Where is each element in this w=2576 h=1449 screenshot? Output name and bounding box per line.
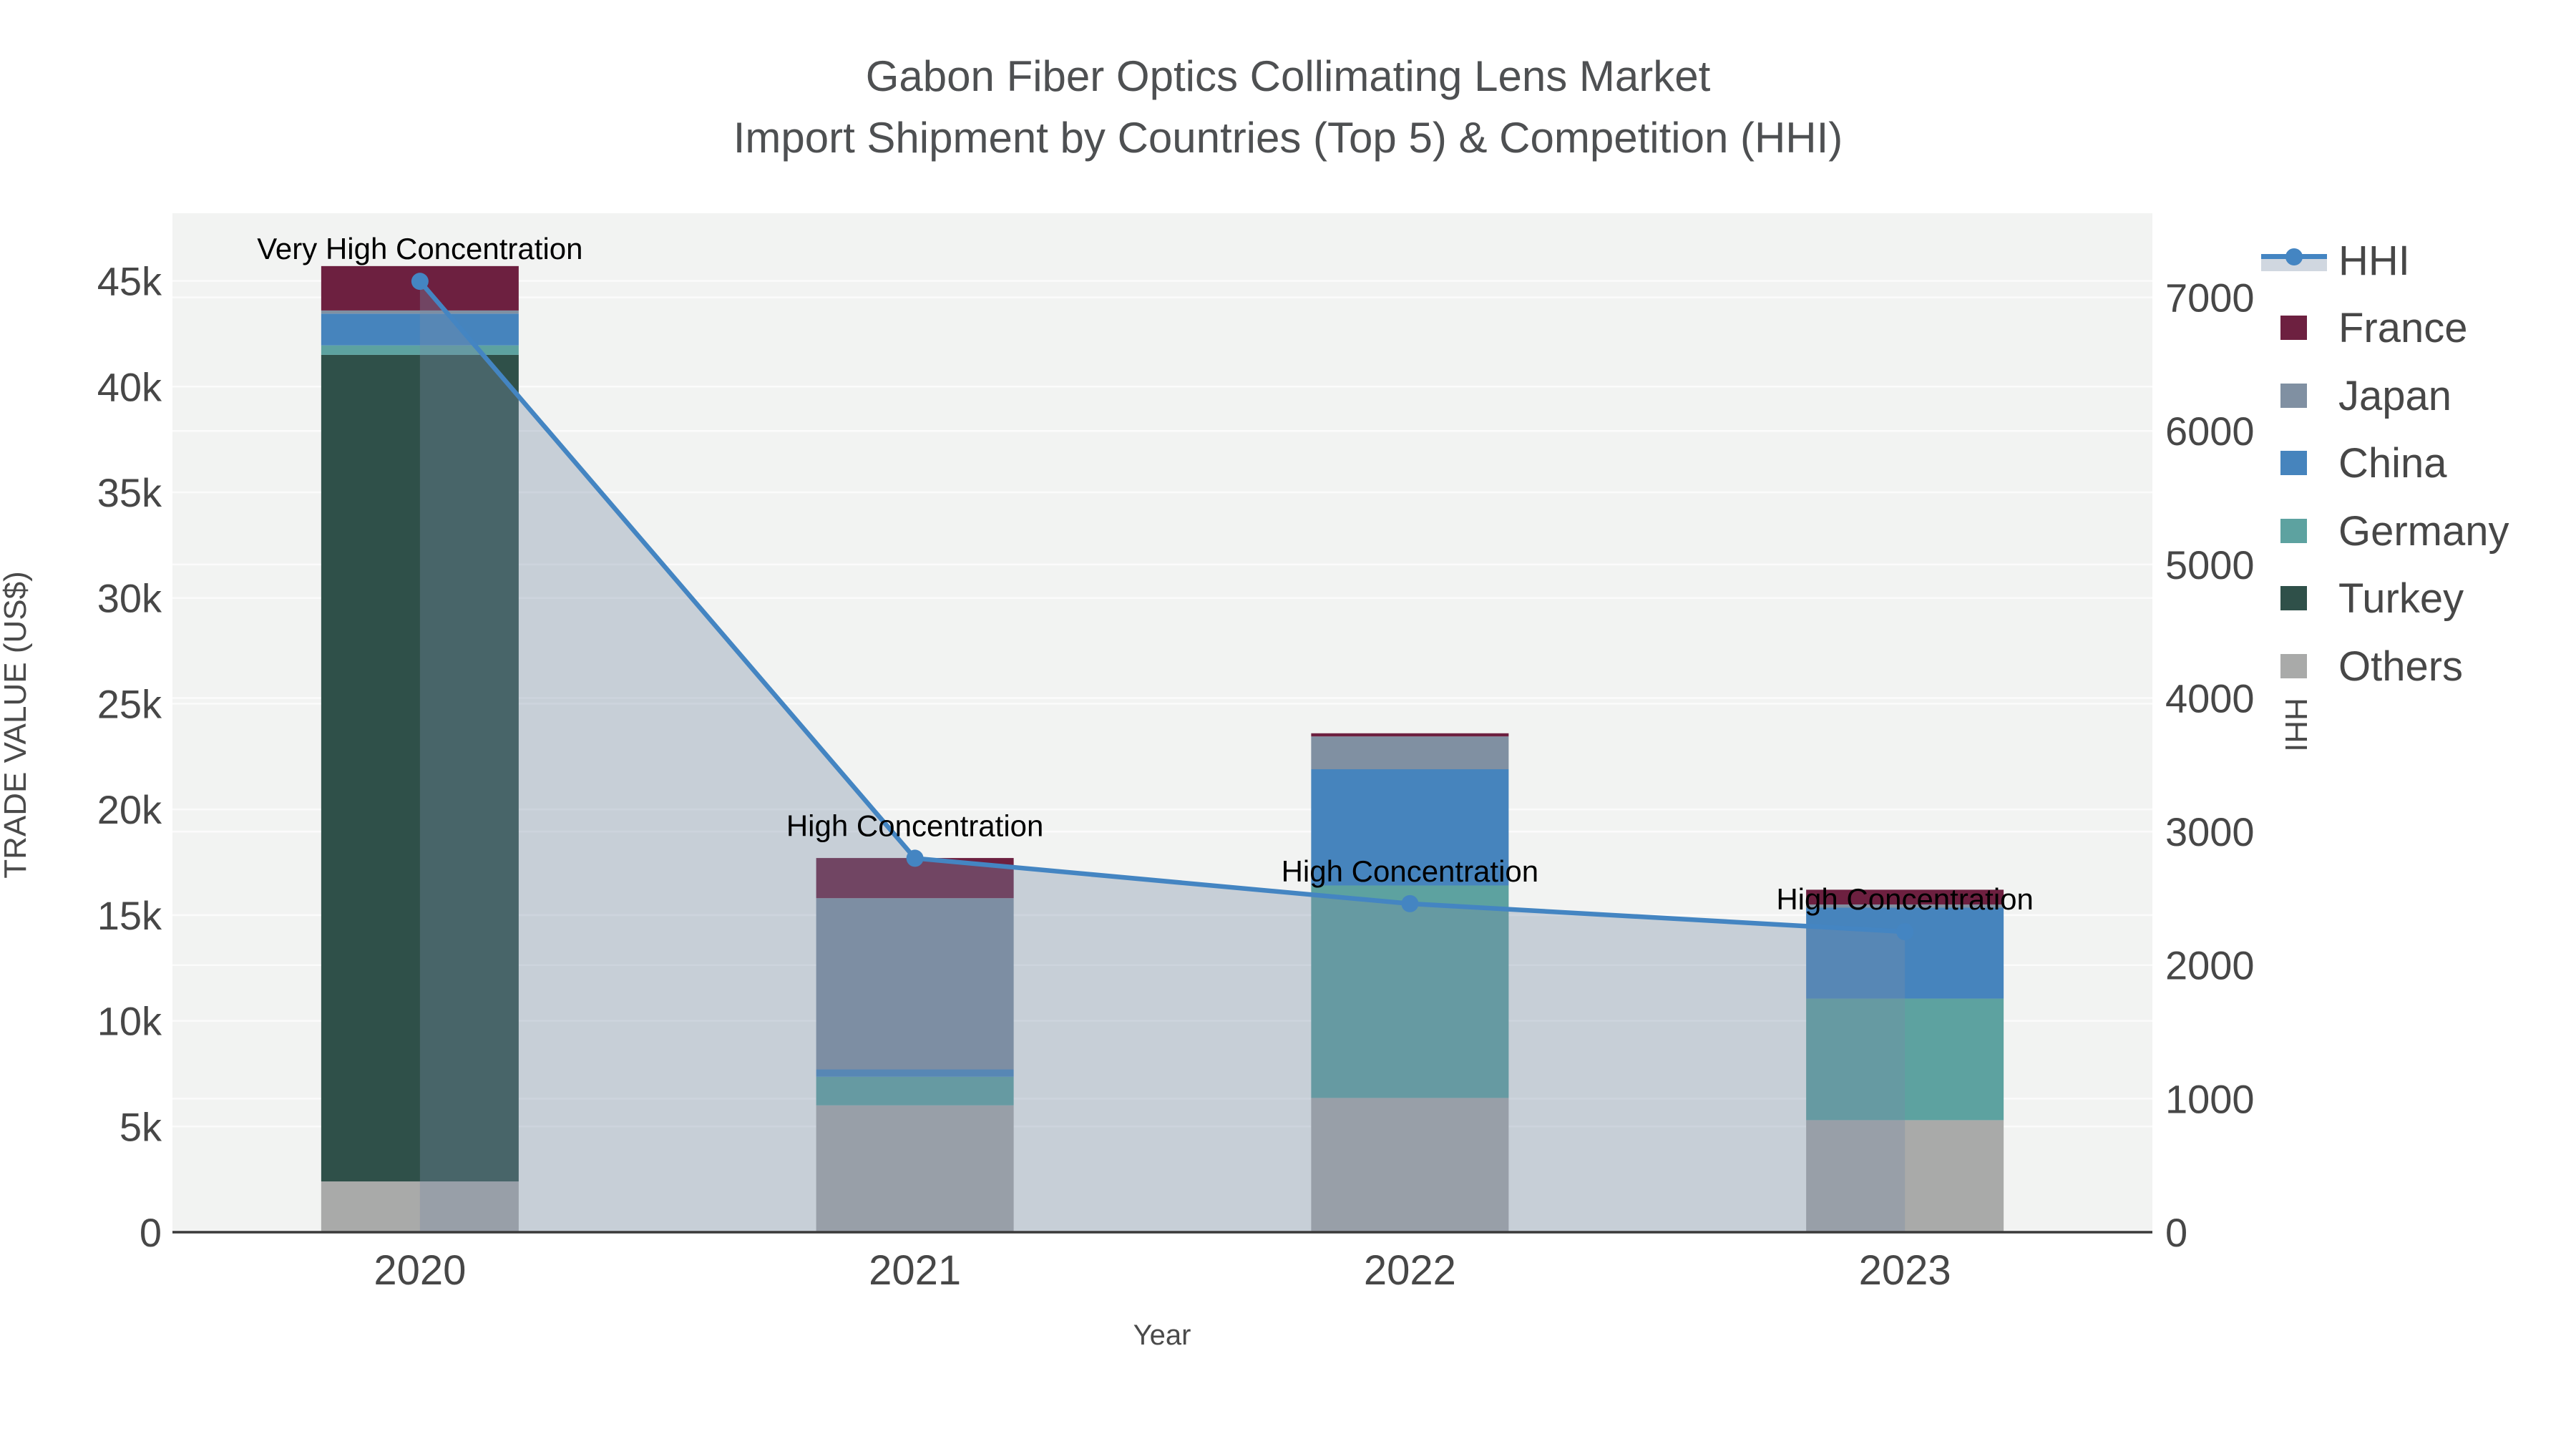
annotation-2022: High Concentration xyxy=(1282,854,1539,888)
legend-item-others[interactable]: Others xyxy=(2261,641,2463,691)
bar-segment-2023-japan[interactable] xyxy=(1806,904,2004,908)
annotation-2023: High Concentration xyxy=(1776,882,2034,916)
legend-item-france[interactable]: France xyxy=(2261,303,2468,353)
chart-title-line1: Gabon Fiber Optics Collimating Lens Mark… xyxy=(865,52,1711,100)
bar-segment-2022-germany[interactable] xyxy=(1311,885,1509,1098)
hhi-line-swatch-icon xyxy=(2261,248,2327,273)
bar-segment-2023-france[interactable] xyxy=(1806,889,2004,905)
bar-segment-2021-others[interactable] xyxy=(816,1105,1014,1232)
tick-label-right-2000: 2000 xyxy=(2165,943,2255,988)
tick-label-left-20k: 20k xyxy=(97,787,162,832)
tick-label-left-35k: 35k xyxy=(97,470,162,515)
annotation-2020: Very High Concentration xyxy=(257,232,582,265)
bar-segment-2022-france[interactable] xyxy=(1311,733,1509,737)
legend-item-china[interactable]: China xyxy=(2261,438,2447,488)
tick-label-left-25k: 25k xyxy=(97,681,162,726)
color-swatch-icon xyxy=(2261,654,2327,678)
legend-label: Turkey xyxy=(2338,575,2464,622)
tick-label-left-30k: 30k xyxy=(97,576,162,621)
tick-label-left-45k: 45k xyxy=(97,259,162,304)
bar-segment-2023-others[interactable] xyxy=(1806,1120,2004,1232)
bar-segment-2020-china[interactable] xyxy=(321,313,519,346)
bar-segment-2022-others[interactable] xyxy=(1311,1098,1509,1232)
x-axis-title: Year xyxy=(1133,1319,1191,1351)
legend-label: Japan xyxy=(2338,372,2452,419)
tick-label-left-5k: 5k xyxy=(119,1104,162,1149)
color-swatch-icon xyxy=(2261,586,2327,610)
tick-label-left-40k: 40k xyxy=(97,364,162,409)
color-swatch-icon xyxy=(2261,316,2327,340)
annotation-2021: High Concentration xyxy=(786,809,1044,842)
hhi-marker-2020[interactable] xyxy=(411,273,429,291)
tick-label-x-2022: 2022 xyxy=(1364,1247,1456,1294)
tick-label-x-2020: 2020 xyxy=(374,1247,466,1294)
legend-label: HHI xyxy=(2338,237,2410,284)
legend-label: Others xyxy=(2338,643,2464,690)
bar-segment-2020-japan[interactable] xyxy=(321,310,519,314)
bar-segment-2020-germany[interactable] xyxy=(321,345,519,355)
hhi-marker-2022[interactable] xyxy=(1401,894,1419,912)
tick-label-right-5000: 5000 xyxy=(2165,542,2255,587)
tick-label-left-15k: 15k xyxy=(97,893,162,938)
hhi-marker-2021[interactable] xyxy=(906,849,924,867)
y-axis-title-left: TRADE VALUE (US$) xyxy=(0,571,33,879)
legend-label: Germany xyxy=(2338,507,2509,555)
color-swatch-icon xyxy=(2261,451,2327,475)
legend-item-turkey[interactable]: Turkey xyxy=(2261,573,2464,623)
tick-label-right-0: 0 xyxy=(2165,1210,2187,1255)
bar-segment-2022-japan[interactable] xyxy=(1311,736,1509,769)
tick-label-right-3000: 3000 xyxy=(2165,809,2255,854)
legend-label: China xyxy=(2338,439,2447,487)
tick-label-right-7000: 7000 xyxy=(2165,275,2255,321)
legend-item-germany[interactable]: Germany xyxy=(2261,506,2509,556)
bar-segment-2021-germany[interactable] xyxy=(816,1076,1014,1106)
bar-segment-2020-others[interactable] xyxy=(321,1181,519,1232)
bar-segment-2021-japan[interactable] xyxy=(816,898,1014,1070)
bar-segment-2023-germany[interactable] xyxy=(1806,998,2004,1121)
tick-label-left-0: 0 xyxy=(140,1210,162,1255)
hhi-line xyxy=(418,280,1906,935)
tick-label-left-10k: 10k xyxy=(97,999,162,1044)
chart-title-line2: Import Shipment by Countries (Top 5) & C… xyxy=(733,114,1843,162)
tick-label-right-4000: 4000 xyxy=(2165,675,2255,721)
tick-label-right-1000: 1000 xyxy=(2165,1076,2255,1121)
bar-segment-2020-turkey[interactable] xyxy=(321,354,519,1182)
hhi-area-fill xyxy=(419,281,1906,1233)
tick-label-x-2023: 2023 xyxy=(1859,1247,1951,1294)
color-swatch-icon xyxy=(2261,519,2327,543)
color-swatch-icon xyxy=(2261,384,2327,408)
legend-label: France xyxy=(2338,304,2468,351)
chart-title: Gabon Fiber Optics Collimating Lens Mark… xyxy=(0,46,2576,169)
legend-item-hhi[interactable]: HHI xyxy=(2261,235,2410,286)
bar-segment-2022-china[interactable] xyxy=(1311,769,1509,886)
tick-label-x-2021: 2021 xyxy=(869,1247,961,1294)
legend-item-japan[interactable]: Japan xyxy=(2261,371,2451,421)
bar-segment-2023-china[interactable] xyxy=(1806,907,2004,999)
hhi-marker-2023[interactable] xyxy=(1896,923,1914,941)
tick-label-right-6000: 6000 xyxy=(2165,409,2255,454)
bar-segment-2021-china[interactable] xyxy=(816,1069,1014,1077)
